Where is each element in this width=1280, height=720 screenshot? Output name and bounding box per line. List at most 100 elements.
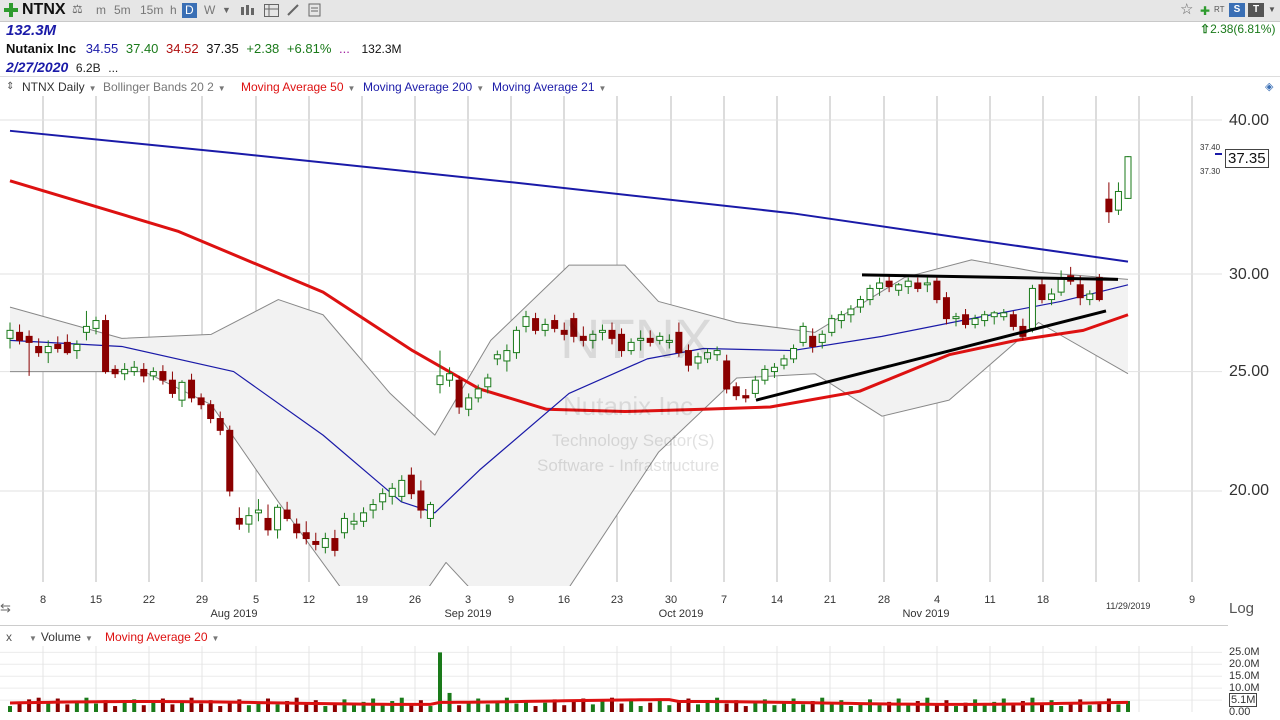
notes-icon[interactable] bbox=[308, 3, 322, 17]
candle-body bbox=[1076, 284, 1084, 299]
chart-style-icon[interactable] bbox=[240, 4, 256, 17]
overlay-main[interactable]: NTNX Daily ▼ bbox=[22, 80, 97, 94]
timeframe-m[interactable]: m bbox=[96, 3, 106, 17]
candle-body bbox=[274, 506, 282, 531]
timeframe-d[interactable]: D bbox=[182, 3, 197, 18]
toolbar-dropdown-icon[interactable]: ▼ bbox=[1268, 5, 1276, 14]
overlay-ma21[interactable]: Moving Average 21 ▼ bbox=[492, 80, 607, 94]
x-month-label: Aug 2019 bbox=[210, 608, 258, 620]
alert-plus-icon[interactable]: ✚ bbox=[1200, 4, 1211, 18]
x-tick-label: 14 bbox=[770, 594, 784, 606]
volume-bar bbox=[1097, 701, 1102, 712]
volume-bar bbox=[361, 701, 366, 712]
volume-bar bbox=[877, 705, 882, 712]
volume-bar bbox=[227, 702, 232, 712]
volume-bar bbox=[380, 704, 385, 712]
drag-handle-icon[interactable]: ⇕ bbox=[6, 81, 15, 92]
timeframe-h[interactable]: h bbox=[170, 3, 177, 17]
volume-bar bbox=[801, 704, 806, 712]
timeframe-w[interactable]: W bbox=[204, 3, 216, 17]
x-tick-label: 16 bbox=[557, 594, 571, 606]
candle-body bbox=[264, 517, 272, 531]
timeframe-5m[interactable]: 5m bbox=[114, 3, 131, 17]
volume-ma-label[interactable]: Moving Average 20 ▼ bbox=[105, 630, 220, 644]
x-tick-label: 9 bbox=[507, 594, 515, 606]
volume-bar bbox=[829, 703, 834, 712]
candle-body bbox=[512, 329, 520, 354]
volume-close-button[interactable]: x bbox=[6, 630, 12, 644]
candle-body bbox=[627, 341, 635, 352]
candle-body bbox=[1095, 277, 1103, 301]
x-tick-label: 21 bbox=[823, 594, 837, 606]
ma50-line bbox=[9, 179, 1129, 414]
volume-bar bbox=[982, 705, 987, 712]
candle-body bbox=[1086, 293, 1094, 301]
overlay-bollinger[interactable]: Bollinger Bands 20 2 ▼ bbox=[103, 80, 226, 94]
candle-body bbox=[837, 314, 845, 322]
timeframe-dropdown-icon[interactable]: ▼ bbox=[222, 5, 231, 15]
volume-bar bbox=[600, 701, 605, 712]
volume-bar bbox=[17, 702, 22, 712]
add-symbol-icon[interactable] bbox=[4, 3, 18, 17]
quote-date: 2/27/2020 bbox=[6, 59, 69, 75]
watermark-industry: Software - Infrastructure bbox=[537, 456, 720, 475]
volume-bar bbox=[256, 701, 261, 712]
watermark-symbol: NTNX bbox=[560, 307, 713, 370]
candle-body bbox=[321, 538, 329, 548]
s-badge[interactable]: S bbox=[1229, 3, 1245, 17]
volume-chart[interactable] bbox=[0, 646, 1226, 714]
star-icon[interactable]: ☆ bbox=[1180, 1, 1194, 18]
symbol-label[interactable]: NTNX bbox=[22, 1, 66, 18]
volume-bar bbox=[476, 698, 481, 712]
timeframe-15m[interactable]: 15m bbox=[140, 3, 164, 17]
rt-badge[interactable]: RT bbox=[1214, 5, 1225, 14]
volume-bar bbox=[992, 701, 997, 712]
volume-title[interactable]: ▼ Volume ▼ bbox=[29, 630, 93, 644]
vol-tick-15: 15.0M bbox=[1229, 670, 1260, 682]
overlay-ma200[interactable]: Moving Average 200 ▼ bbox=[363, 80, 485, 94]
t-badge[interactable]: T bbox=[1248, 3, 1264, 17]
volume-bar bbox=[657, 699, 662, 712]
draw-tool-icon[interactable] bbox=[286, 3, 300, 17]
candle-body bbox=[751, 379, 759, 394]
volume-bar bbox=[208, 700, 213, 712]
log-scale-toggle[interactable]: Log bbox=[1229, 600, 1255, 617]
volume-bar bbox=[65, 704, 70, 712]
compare-icon[interactable]: ⚖ bbox=[72, 2, 83, 16]
candle-body bbox=[54, 343, 62, 350]
x-tick-label: 26 bbox=[408, 594, 422, 606]
volume-bar bbox=[55, 698, 60, 712]
x-month-label: Sep 2019 bbox=[444, 608, 492, 620]
volume-bar bbox=[466, 701, 471, 712]
last-price-label: 37.35 bbox=[1225, 149, 1269, 168]
overlay-settings-icon[interactable]: ◈ bbox=[1265, 81, 1274, 93]
volume-bar bbox=[820, 697, 825, 712]
vol-tick-10: 10.0M bbox=[1229, 682, 1260, 694]
volume-bar bbox=[332, 702, 337, 712]
volume-bar bbox=[734, 700, 739, 712]
price-chart[interactable] bbox=[0, 96, 1226, 586]
volume-bar bbox=[84, 697, 89, 712]
candle-body bbox=[379, 493, 387, 503]
indicators-icon[interactable] bbox=[264, 4, 279, 17]
volume-bar bbox=[1126, 701, 1130, 712]
candle-body bbox=[407, 474, 415, 495]
more-button[interactable]: ... bbox=[339, 41, 350, 56]
candle-body bbox=[398, 479, 406, 497]
candle-body bbox=[1048, 293, 1056, 301]
overlay-ma50[interactable]: Moving Average 50 ▼ bbox=[241, 80, 356, 94]
more-button-2[interactable]: ... bbox=[108, 61, 119, 75]
volume-bar bbox=[323, 706, 328, 712]
volume-bar bbox=[103, 700, 108, 712]
volume-bar bbox=[141, 705, 146, 712]
candle-body bbox=[149, 371, 157, 377]
candle-body bbox=[770, 366, 778, 373]
candle-body bbox=[388, 487, 396, 497]
reset-zoom-icon[interactable]: ⇆ bbox=[0, 600, 11, 615]
volume-bar bbox=[170, 704, 175, 712]
volume-bar bbox=[1059, 706, 1064, 712]
candle-body bbox=[551, 320, 559, 329]
candle-body bbox=[522, 316, 530, 327]
vol-tick-25: 25.0M bbox=[1229, 646, 1260, 658]
candle-body bbox=[188, 379, 196, 399]
